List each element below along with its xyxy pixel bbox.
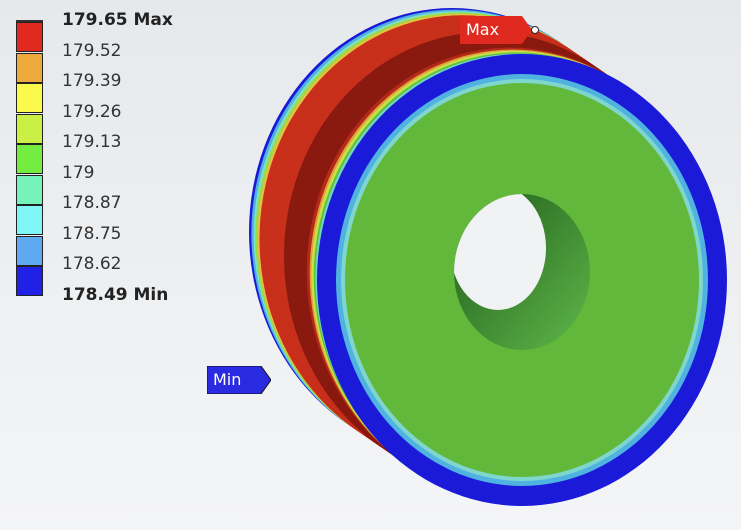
legend-label: 179.26 (62, 101, 122, 122)
max-probe-tag[interactable]: Max (460, 16, 532, 44)
max-tag-label: Max (466, 20, 500, 39)
legend-color-band (16, 235, 43, 266)
legend-color-band (16, 205, 43, 235)
legend-color-band (16, 174, 43, 205)
legend-label: 178.75 (62, 223, 122, 244)
legend-label: 179.65 Max (62, 10, 173, 30)
wheel-bore-hole (454, 194, 590, 350)
legend-label: 179.52 (62, 40, 122, 61)
legend-top-cap (16, 20, 43, 23)
legend-color-band (16, 52, 43, 83)
min-tag-shape (207, 366, 271, 394)
legend-color-band (16, 113, 43, 144)
legend-label: 178.62 (62, 254, 122, 274)
legend-color-band (16, 266, 43, 296)
legend-label: 178.49 Min (62, 284, 169, 305)
max-tag-shape (460, 16, 532, 44)
min-tag-label: Min (213, 370, 242, 389)
max-point-marker (531, 26, 539, 34)
legend-color-band (16, 22, 43, 52)
legend-label: 178.87 (62, 193, 122, 213)
legend-color-band (16, 144, 43, 174)
legend-color-band (16, 83, 43, 113)
legend-label: 179.13 (62, 132, 122, 152)
legend-label: 179 (62, 162, 95, 183)
min-probe-tag[interactable]: Min (207, 366, 271, 394)
legend-label: 179.39 (62, 71, 122, 91)
